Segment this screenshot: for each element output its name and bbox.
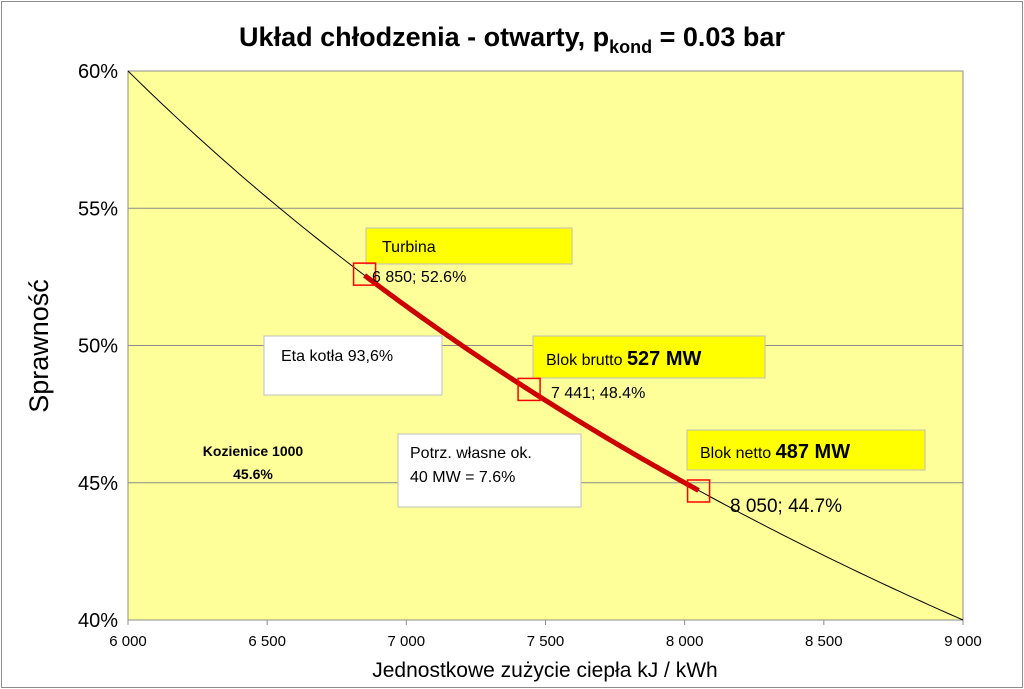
x-tick-label-0: 6 000 <box>109 633 147 650</box>
kozienice-label-line2: 45.6% <box>233 466 273 482</box>
chart-title: Układ chłodzenia - otwarty, pkond = 0.03… <box>239 22 785 57</box>
y-tick-label-1: 45% <box>78 473 118 495</box>
series-thick-curve <box>363 273 700 493</box>
x-tick-label-2: 7 000 <box>388 633 426 650</box>
x-tick-label-1: 6 500 <box>248 633 286 650</box>
point-marker-2 <box>686 479 711 503</box>
y-tick-label-3: 55% <box>78 198 118 220</box>
point-markers <box>352 262 711 503</box>
turbina-box <box>365 227 573 265</box>
potrz-box <box>397 433 582 508</box>
point-label-turbina: 6 850; 52.6% <box>372 269 466 286</box>
y-axis-label: Sprawność <box>24 279 54 413</box>
plot-border <box>127 70 964 621</box>
eta-label: Eta kotła 93,6% <box>281 348 393 365</box>
netto-label: Blok netto 487 MW <box>700 441 850 463</box>
y-tick-label-2: 50% <box>78 336 118 358</box>
point-marker-1 <box>517 377 541 402</box>
eta-box <box>263 335 443 396</box>
brutto-box <box>532 335 766 379</box>
x-tick-label-4: 8 000 <box>666 633 704 650</box>
x-tick-label-6: 9 000 <box>944 633 982 650</box>
x-axis-label: Jednostkowe zużycie ciepła kJ / kWh <box>372 659 717 682</box>
point-marker-0 <box>352 262 377 286</box>
brutto-label: Blok brutto 527 MW <box>546 348 702 370</box>
x-tick-label-5: 8 500 <box>805 633 843 650</box>
netto-box <box>686 429 926 471</box>
x-tick-labels: 6 000 6 500 7 000 7 500 8 000 8 500 9 000 <box>109 633 982 650</box>
potrz-label-line2: 40 MW = 7.6% <box>410 469 515 486</box>
potrz-label-line1: Potrz. własne ok. <box>410 445 532 462</box>
point-label-netto: 8 050; 44.7% <box>730 496 842 517</box>
point-label-brutto: 7 441; 48.4% <box>551 385 645 402</box>
y-tick-labels: 40% 45% 50% 55% 60% <box>78 61 118 632</box>
turbina-label: Turbina <box>382 239 436 256</box>
x-tick-label-3: 7 500 <box>527 633 565 650</box>
kozienice-label-line1: Kozienice 1000 <box>203 443 304 459</box>
y-tick-label-0: 40% <box>78 610 118 632</box>
y-tick-label-4: 60% <box>78 61 118 83</box>
